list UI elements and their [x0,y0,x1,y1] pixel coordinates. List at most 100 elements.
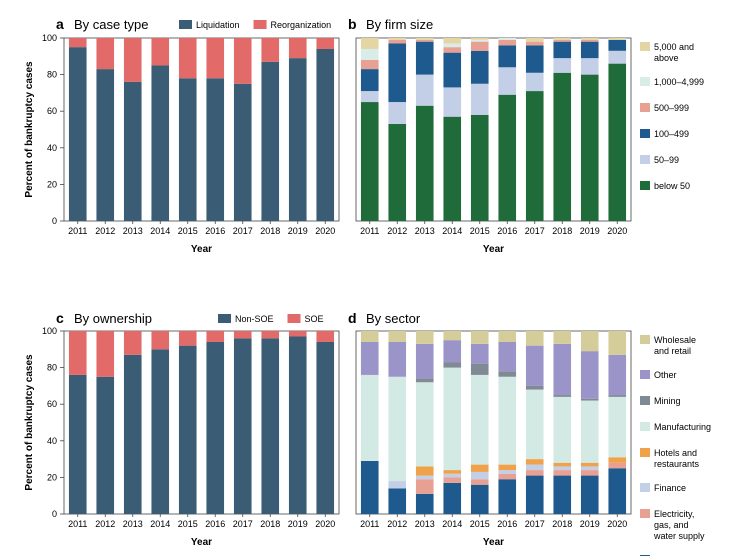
x-tick-label: 2019 [580,226,600,236]
bar-segment [261,38,280,62]
bar-segment [470,41,489,51]
bar-segment [123,81,142,221]
legend-swatch [640,483,650,492]
panel-letter: c [56,310,64,326]
legend-label: below 50 [654,181,690,191]
bar-segment [68,38,87,48]
bar-segment [316,341,335,514]
bar-segment [415,74,434,106]
bar-segment [388,331,407,342]
bar-segment [580,41,599,59]
bar-segment [443,367,462,471]
bar-segment [580,470,599,476]
legend-swatch [640,335,650,344]
panel-b: b By firm size 2011 2012 2013 2014 2015 2016 201… [348,16,704,255]
bar-segment [553,72,572,222]
bar-segment [96,376,115,514]
bar-segment [580,74,599,221]
legend-swatch [640,129,650,138]
bar-segment [360,91,379,103]
bar-segment [96,38,115,70]
bar-segment [206,341,225,514]
y-tick-label: 60 [47,106,57,116]
x-tick-label: 2019 [288,226,308,236]
bar-segment [443,340,462,363]
bar-segment [498,473,517,480]
y-axis-label: Percent of bankruptcy cases [24,61,35,198]
bar-segment [360,38,379,49]
x-tick-label: 2014 [442,519,462,529]
x-tick-label: 2013 [123,226,143,236]
bar-segment [470,38,489,40]
x-axis-label: Year [483,537,504,548]
x-tick-label: 2017 [525,226,545,236]
bar-segment [178,331,197,346]
panel-c: c By ownership 0 20 40 60 80 100 Percent of bank… [24,310,340,548]
legend-label: SOE [305,314,324,324]
bar-segment [415,343,434,379]
x-tick-label: 2015 [178,226,198,236]
bar-segment [151,65,170,221]
bar-segment [608,354,627,396]
bar-segment [470,331,489,344]
bar-segment [388,38,407,40]
x-tick-label: 2012 [95,519,115,529]
bar-segment [415,41,434,75]
y-tick-label: 40 [47,436,57,446]
bar-segment [525,41,544,46]
bar-segment [388,39,407,44]
legend-swatch [640,396,650,405]
bar-segment [443,470,462,474]
y-tick-label: 80 [47,70,57,80]
bar-segment [68,374,87,514]
legend-label: Hotels and [654,448,697,458]
bar-segment [443,482,462,514]
bar-segment [498,464,517,471]
bar-segment [553,58,572,73]
bar-segment [388,341,407,377]
legend-label: 5,000 and [654,42,694,52]
bar-segment [553,396,572,463]
panel-d: d By sector 2011 2012 2013 2014 2015 2016 2017 20… [348,310,711,556]
bar-segment [470,479,489,485]
bar-segment [525,72,544,92]
x-tick-label: 2014 [150,226,170,236]
bar-segment [206,331,225,342]
bar-segment [498,38,517,40]
plot-frame [63,330,340,515]
bar-segment [470,39,489,42]
bar-segment [608,468,627,514]
bar-segment [470,484,489,514]
bar-segment [470,343,489,364]
bar-segment [525,464,544,471]
bar-segment [608,395,627,397]
bar-segment [415,475,434,480]
x-axis-label: Year [483,244,504,255]
bar-segment [580,331,599,352]
bar-segment [498,331,517,342]
bar-segment [443,43,462,48]
bar-segment [443,477,462,483]
bar-segment [580,58,599,75]
x-tick-label: 2017 [525,519,545,529]
legend-swatch [179,20,192,29]
bar-segment [415,38,434,40]
bar-segment [525,91,544,221]
bar-segment [415,105,434,221]
legend-label: restaurants [654,459,700,469]
bar-segment [415,466,434,476]
x-tick-label: 2015 [470,226,490,236]
x-tick-label: 2012 [95,226,115,236]
legend-label: Mining [654,396,681,406]
bar-segment [360,341,379,375]
bar-segment [316,331,335,342]
bar-segment [316,38,335,49]
plot-frame [355,330,632,515]
y-tick-label: 20 [47,179,57,189]
bar-segment [206,38,225,79]
bar-segment [525,331,544,346]
bar-segment [553,466,572,471]
panel-letter: b [348,16,357,32]
bar-segment [443,362,462,368]
bar-segment [525,38,544,42]
